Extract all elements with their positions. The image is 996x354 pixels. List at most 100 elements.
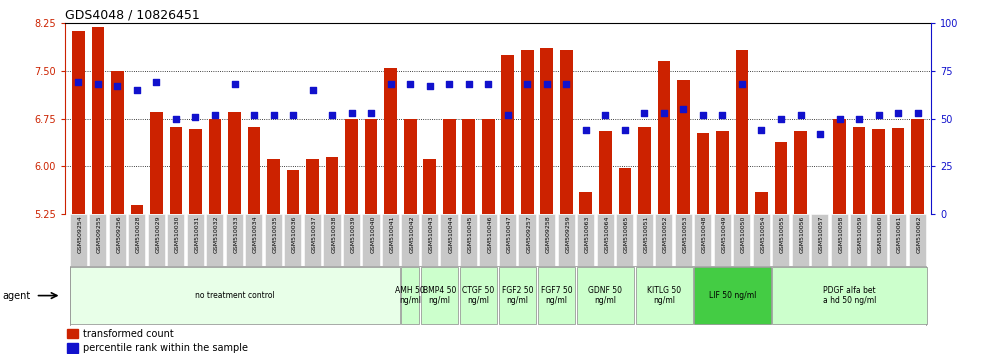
Point <box>559 81 575 87</box>
Bar <box>853 127 866 354</box>
Bar <box>521 50 534 354</box>
Bar <box>560 50 573 354</box>
Point <box>812 131 828 137</box>
Bar <box>617 214 633 266</box>
Bar <box>421 267 458 325</box>
Bar <box>772 267 926 325</box>
Point <box>793 112 809 118</box>
Bar <box>460 214 477 266</box>
Point <box>246 112 262 118</box>
Bar <box>655 214 672 266</box>
Text: GSM510063: GSM510063 <box>585 216 590 253</box>
Text: GDNF 50
ng/ml: GDNF 50 ng/ml <box>589 286 622 305</box>
Bar <box>694 214 711 266</box>
Text: GSM510031: GSM510031 <box>194 216 199 253</box>
Text: GSM510054: GSM510054 <box>761 216 766 253</box>
Point <box>851 116 867 121</box>
Text: GSM510046: GSM510046 <box>487 216 492 253</box>
Bar <box>635 267 692 325</box>
Text: agent: agent <box>2 291 30 301</box>
Point <box>207 112 223 118</box>
Bar <box>265 214 282 266</box>
Bar <box>499 214 516 266</box>
Bar <box>150 112 162 354</box>
Bar <box>714 214 731 266</box>
Bar <box>814 221 827 354</box>
Point <box>909 110 925 116</box>
Bar <box>92 28 105 354</box>
Text: GSM510029: GSM510029 <box>155 216 160 253</box>
Point <box>168 116 184 121</box>
Bar <box>501 55 514 354</box>
Bar <box>851 214 868 266</box>
Text: GSM509258: GSM509258 <box>546 216 551 253</box>
Bar <box>70 214 87 266</box>
Text: GSM510052: GSM510052 <box>663 216 668 253</box>
Point <box>461 81 477 87</box>
Bar <box>460 267 497 325</box>
Bar <box>326 158 339 354</box>
Bar <box>677 80 690 354</box>
Point <box>734 81 750 87</box>
Bar <box>440 214 457 266</box>
Point <box>675 106 691 112</box>
Bar <box>696 133 709 354</box>
Bar <box>226 214 243 266</box>
Point <box>656 110 672 116</box>
Text: GDS4048 / 10826451: GDS4048 / 10826451 <box>65 9 199 22</box>
Text: GSM510049: GSM510049 <box>721 216 726 253</box>
Point <box>754 127 770 133</box>
Text: CTGF 50
ng/ml: CTGF 50 ng/ml <box>462 286 495 305</box>
Text: GSM510033: GSM510033 <box>233 216 239 253</box>
Bar <box>577 267 634 325</box>
Text: GSM510039: GSM510039 <box>351 216 356 253</box>
Bar <box>599 131 612 354</box>
Point <box>636 110 652 116</box>
Bar <box>169 127 182 354</box>
Text: GSM510038: GSM510038 <box>331 216 336 253</box>
Bar <box>558 214 575 266</box>
Bar <box>421 214 438 266</box>
Bar <box>889 214 906 266</box>
Bar <box>130 205 143 354</box>
Bar <box>167 214 184 266</box>
Text: GSM510055: GSM510055 <box>780 216 785 253</box>
Bar <box>538 214 555 266</box>
Point <box>364 110 379 116</box>
Text: GSM510060: GSM510060 <box>877 216 882 253</box>
Bar <box>72 31 85 354</box>
Text: GSM510035: GSM510035 <box>273 216 278 253</box>
Bar <box>674 214 692 266</box>
Bar <box>186 214 204 266</box>
Bar <box>834 119 846 354</box>
Text: GSM509254: GSM509254 <box>78 216 83 253</box>
Text: GSM510028: GSM510028 <box>136 216 141 253</box>
Bar <box>597 214 614 266</box>
Bar <box>401 267 419 325</box>
Bar <box>306 159 319 354</box>
Bar <box>384 68 397 354</box>
Text: GSM510040: GSM510040 <box>371 216 375 253</box>
Text: GSM509259: GSM509259 <box>566 216 571 253</box>
Bar <box>772 214 790 266</box>
Bar <box>619 168 631 354</box>
Bar <box>284 214 302 266</box>
Text: FGF7 50
ng/ml: FGF7 50 ng/ml <box>541 286 573 305</box>
Bar <box>401 214 418 266</box>
Bar <box>147 214 165 266</box>
Point <box>148 79 164 85</box>
Point <box>890 110 906 116</box>
Text: KITLG 50
ng/ml: KITLG 50 ng/ml <box>646 286 681 305</box>
Bar <box>343 214 360 266</box>
Text: LIF 50 ng/ml: LIF 50 ng/ml <box>708 291 756 300</box>
Bar <box>538 267 576 325</box>
Point <box>519 81 535 87</box>
Text: GSM510051: GSM510051 <box>643 216 648 253</box>
Text: GSM509256: GSM509256 <box>117 216 122 253</box>
Point <box>421 83 437 89</box>
Text: PDGF alfa bet
a hd 50 ng/ml: PDGF alfa bet a hd 50 ng/ml <box>823 286 875 305</box>
Bar <box>287 170 300 354</box>
Bar <box>541 48 553 354</box>
Text: GSM510065: GSM510065 <box>623 216 628 253</box>
Bar <box>346 119 358 354</box>
